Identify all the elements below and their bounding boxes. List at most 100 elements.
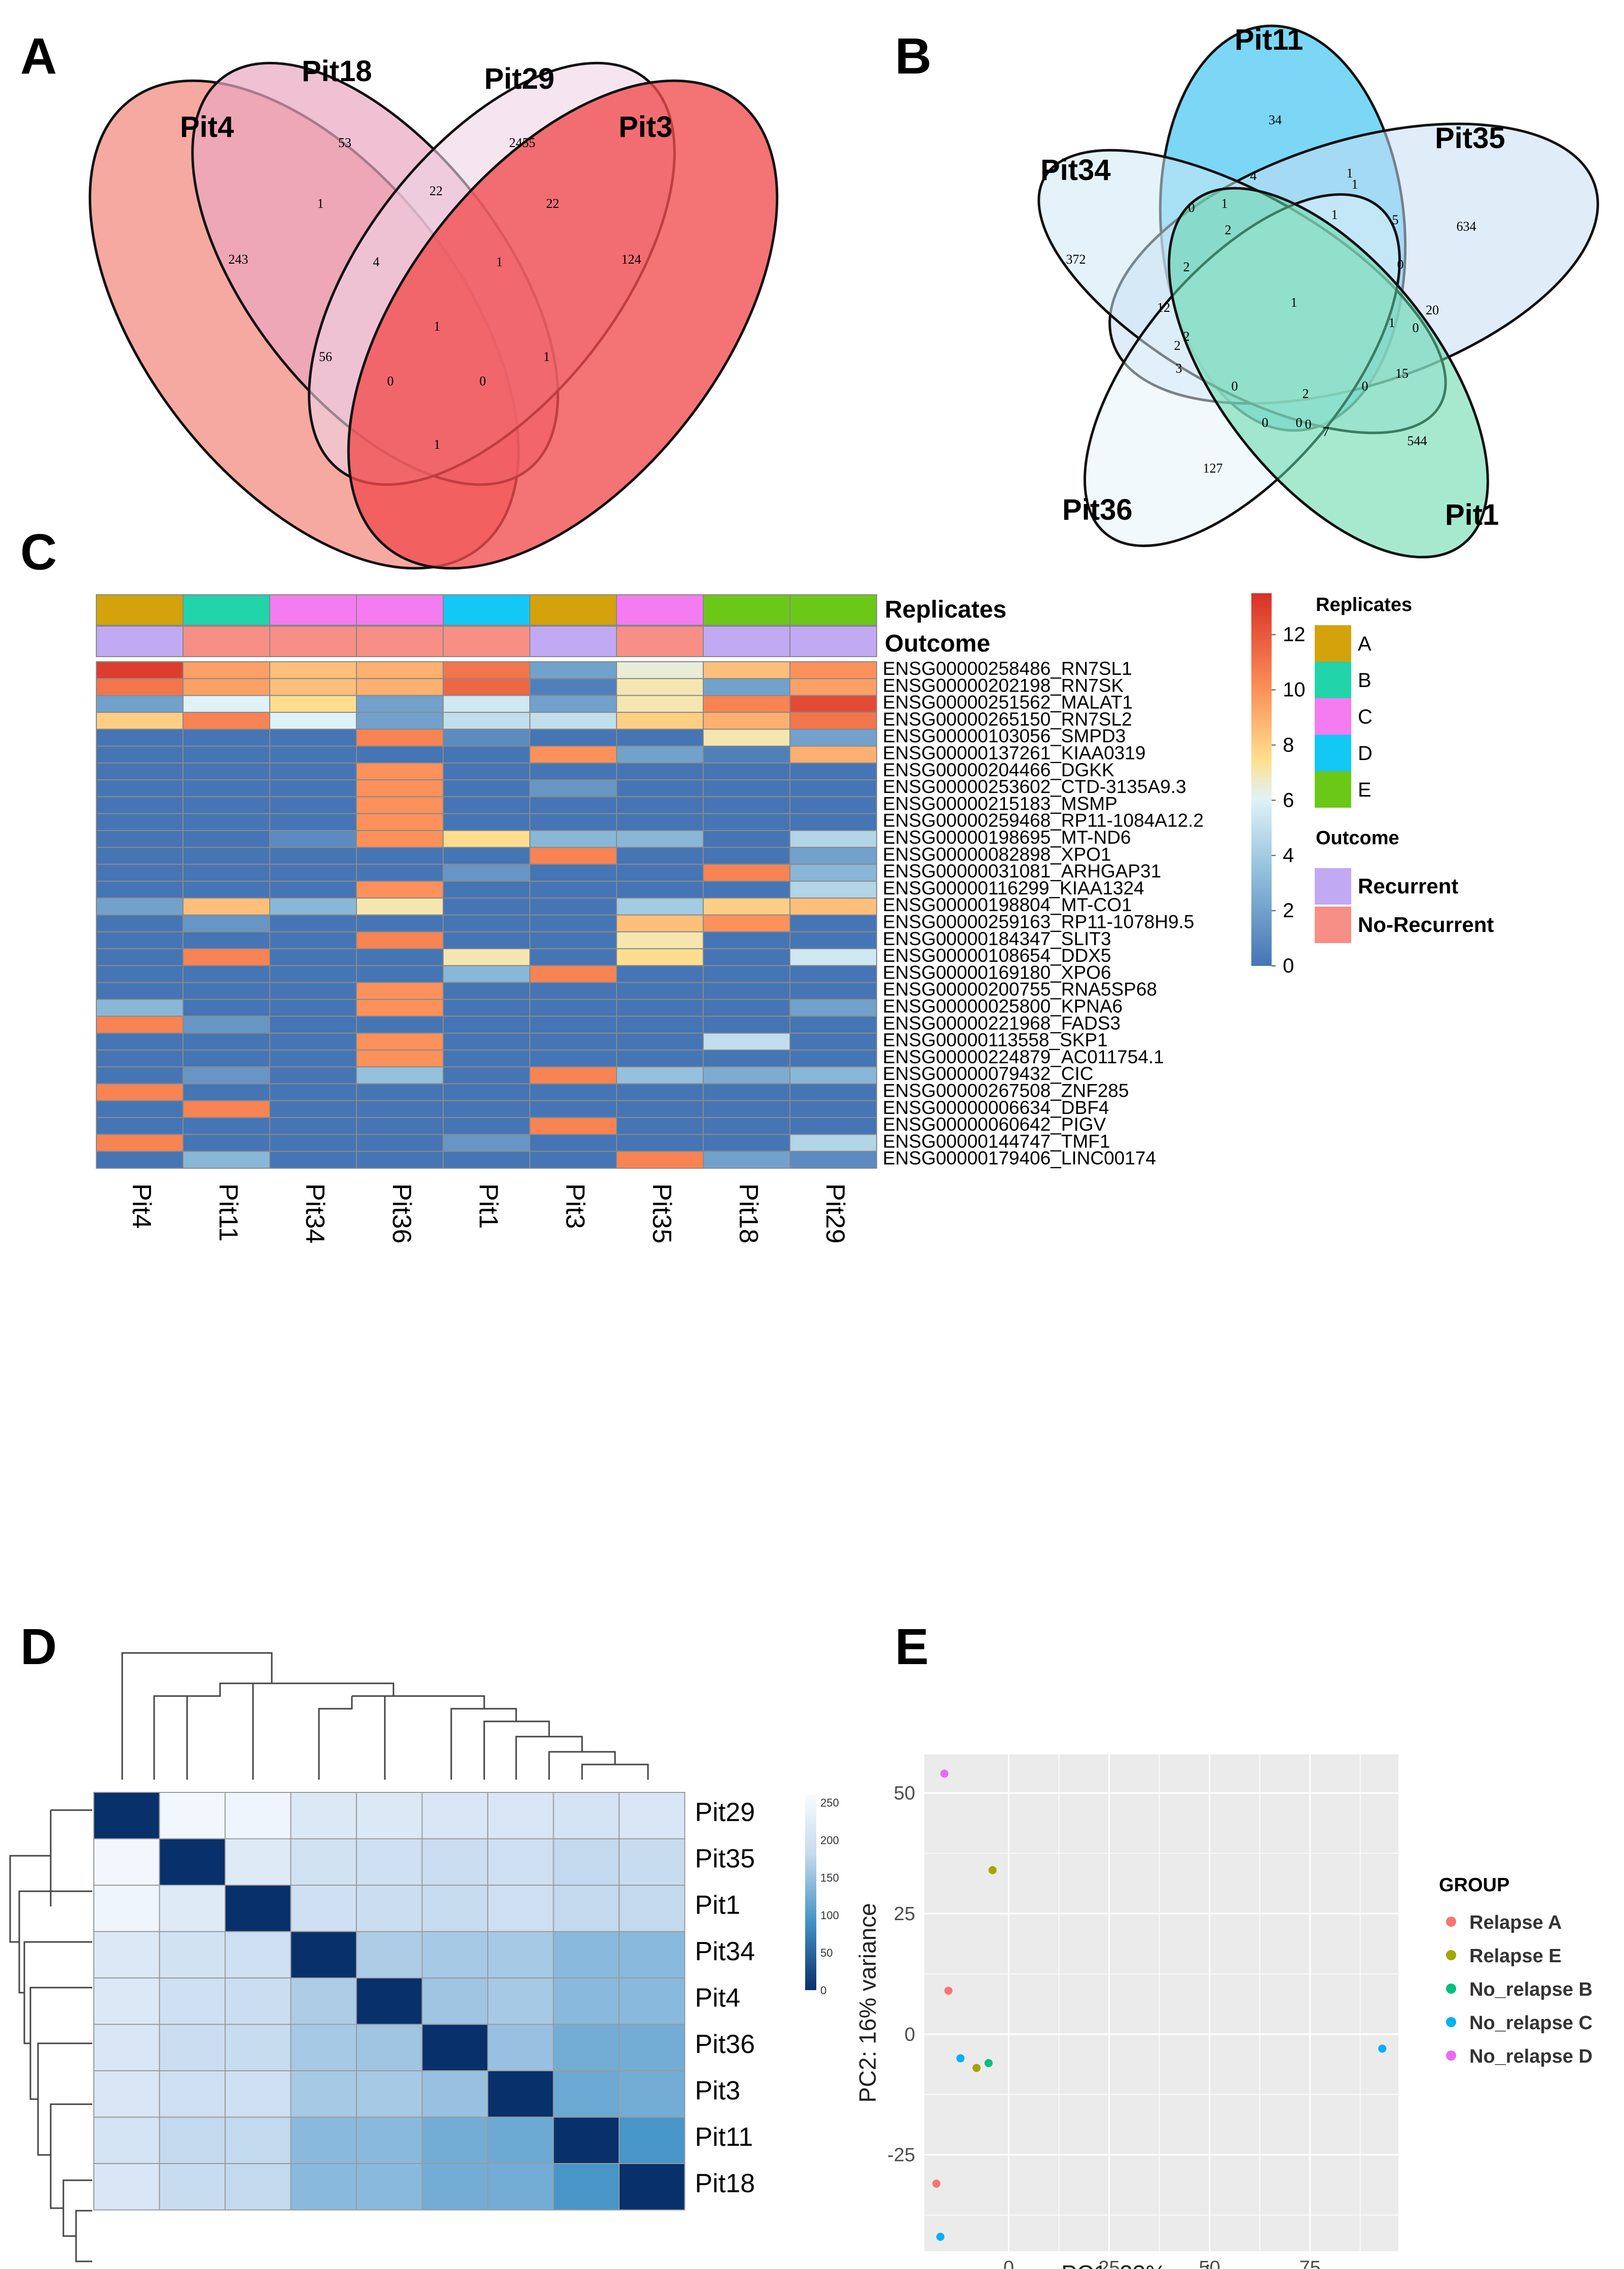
legend-label: No_relapse C <box>1469 2012 1593 2034</box>
heatmap-cell <box>529 813 617 831</box>
heatmap-cell <box>96 931 184 950</box>
heatmap-cell <box>616 1150 704 1169</box>
venn-b-label: Pit1 <box>1445 498 1499 531</box>
heatmap-cell <box>96 1032 184 1051</box>
heatmap-cell <box>356 678 444 696</box>
heatmap-cell <box>421 1931 488 1978</box>
heatmap-cell <box>183 661 270 679</box>
heatmap-cell <box>225 2070 292 2118</box>
heatmap-cell <box>269 1032 357 1051</box>
heatmap-cell <box>183 1100 270 1119</box>
heatmap-cell <box>553 1792 620 1840</box>
heatmap-cell <box>487 2163 554 2211</box>
heatmap-cell <box>529 1032 617 1051</box>
scatter-e-ylabel: PC2: 16% variance <box>854 1903 881 2103</box>
heatmap-cell <box>529 661 617 679</box>
heatmap-cell <box>529 999 617 1017</box>
heatmap-cell <box>269 830 357 848</box>
sample-label: Pit29 <box>695 1798 755 1827</box>
venn-count: 2 <box>1303 386 1309 401</box>
heatmap-cell <box>553 1838 620 1886</box>
venn-count: 124 <box>622 252 641 267</box>
heatmap-cell <box>443 830 530 848</box>
heatmap-cell <box>96 1117 184 1135</box>
heatmap-cell <box>553 1885 620 1932</box>
heatmap-d-colorbar <box>805 1795 816 1990</box>
heatmap-cell <box>96 695 184 713</box>
heatmap-c-colorbar <box>1251 593 1272 966</box>
heatmap-cell <box>225 2116 292 2164</box>
heatmap-cell <box>789 863 877 882</box>
legend-swatch-no-recurrent <box>1315 907 1351 943</box>
colorbar-tick-label: 10 <box>1283 679 1306 701</box>
legend-swatch-d <box>1315 735 1351 771</box>
heatmap-c-row-title: Replicates <box>885 596 1006 623</box>
annotation-outcome-cell <box>269 626 357 657</box>
heatmap-cell <box>619 1977 685 2025</box>
venn-count: 2 <box>1174 338 1181 353</box>
heatmap-cell <box>159 2024 226 2071</box>
heatmap-cell <box>356 1117 444 1135</box>
heatmap-cell <box>703 1066 790 1085</box>
heatmap-cell <box>159 2116 226 2164</box>
heatmap-cell <box>96 999 184 1017</box>
legend-marker <box>1446 2017 1456 2027</box>
heatmap-cell <box>269 931 357 950</box>
heatmap-cell <box>356 830 444 848</box>
x-tick-label: 50 <box>1199 2257 1220 2269</box>
heatmap-cell <box>529 1049 617 1068</box>
heatmap-cell <box>703 1049 790 1068</box>
heatmap-cell <box>93 2116 160 2164</box>
venn-b-label: Pit11 <box>1235 23 1303 56</box>
venn-count: 2455 <box>509 135 535 150</box>
heatmap-cell <box>96 982 184 1000</box>
heatmap-cell <box>356 661 444 679</box>
heatmap-cell <box>269 695 357 713</box>
heatmap-cell <box>421 1977 488 2025</box>
heatmap-cell <box>421 1838 488 1886</box>
heatmap-cell <box>183 678 270 696</box>
gene-label: ENSG00000258486_RN7SL1 <box>883 658 1132 679</box>
heatmap-cell <box>443 1066 530 1085</box>
gene-label: ENSG00000137261_KIAA0319 <box>883 742 1145 763</box>
heatmap-cell <box>356 745 444 764</box>
venn-b-counts: 34 634 372 127 544 4 1 1 0 1 1 5 2 0 2 1… <box>1066 113 1476 476</box>
heatmap-cell <box>529 711 617 730</box>
heatmap-cell <box>789 1117 877 1135</box>
gene-label: ENSG00000184347_SLIT3 <box>883 928 1111 949</box>
sample-label: Pit11 <box>213 1183 243 1242</box>
heatmap-cell <box>616 1100 704 1119</box>
heatmap-cell <box>703 813 790 831</box>
heatmap-cell <box>183 1032 270 1051</box>
heatmap-cell <box>529 897 617 916</box>
colorbar-tick-label: 200 <box>820 1834 839 1847</box>
heatmap-cell <box>96 1150 184 1169</box>
panel-e: E 0 25 50 75 50 25 0 -25 PC1: 23% variance PC2:… <box>854 1618 1593 2269</box>
venn-count: 1 <box>1221 196 1228 211</box>
y-tick-label: 50 <box>894 1783 915 1804</box>
venn-count: 1 <box>434 437 441 452</box>
data-point <box>972 2064 981 2072</box>
panel-letter-a: A <box>20 28 57 85</box>
venn-count: 1 <box>544 349 550 364</box>
heatmap-cell <box>93 1977 160 2025</box>
heatmap-cell <box>616 661 704 679</box>
heatmap-cell <box>487 2116 554 2164</box>
gene-label: ENSG00000204466_DGKK <box>883 760 1114 780</box>
gene-label: ENSG00000113558_SKP1 <box>883 1030 1108 1051</box>
heatmap-cell <box>183 695 270 713</box>
legend-label: No_relapse B <box>1469 1979 1593 2000</box>
sample-label: Pit36 <box>387 1183 416 1244</box>
heatmap-cell <box>529 762 617 781</box>
gene-label: ENSG00000006634_DBF4 <box>883 1097 1109 1118</box>
legend-marker <box>1446 1917 1456 1927</box>
legend-label: C <box>1358 706 1373 728</box>
sample-label: Pit11 <box>695 2122 753 2152</box>
heatmap-cell <box>616 1049 704 1068</box>
data-point <box>956 2054 965 2063</box>
heatmap-cell <box>269 948 357 966</box>
heatmap-cell <box>616 695 704 713</box>
heatmap-cell <box>356 880 444 899</box>
heatmap-cell <box>616 745 704 764</box>
gene-label: ENSG00000259163_RP11-1078H9.5 <box>883 911 1194 932</box>
